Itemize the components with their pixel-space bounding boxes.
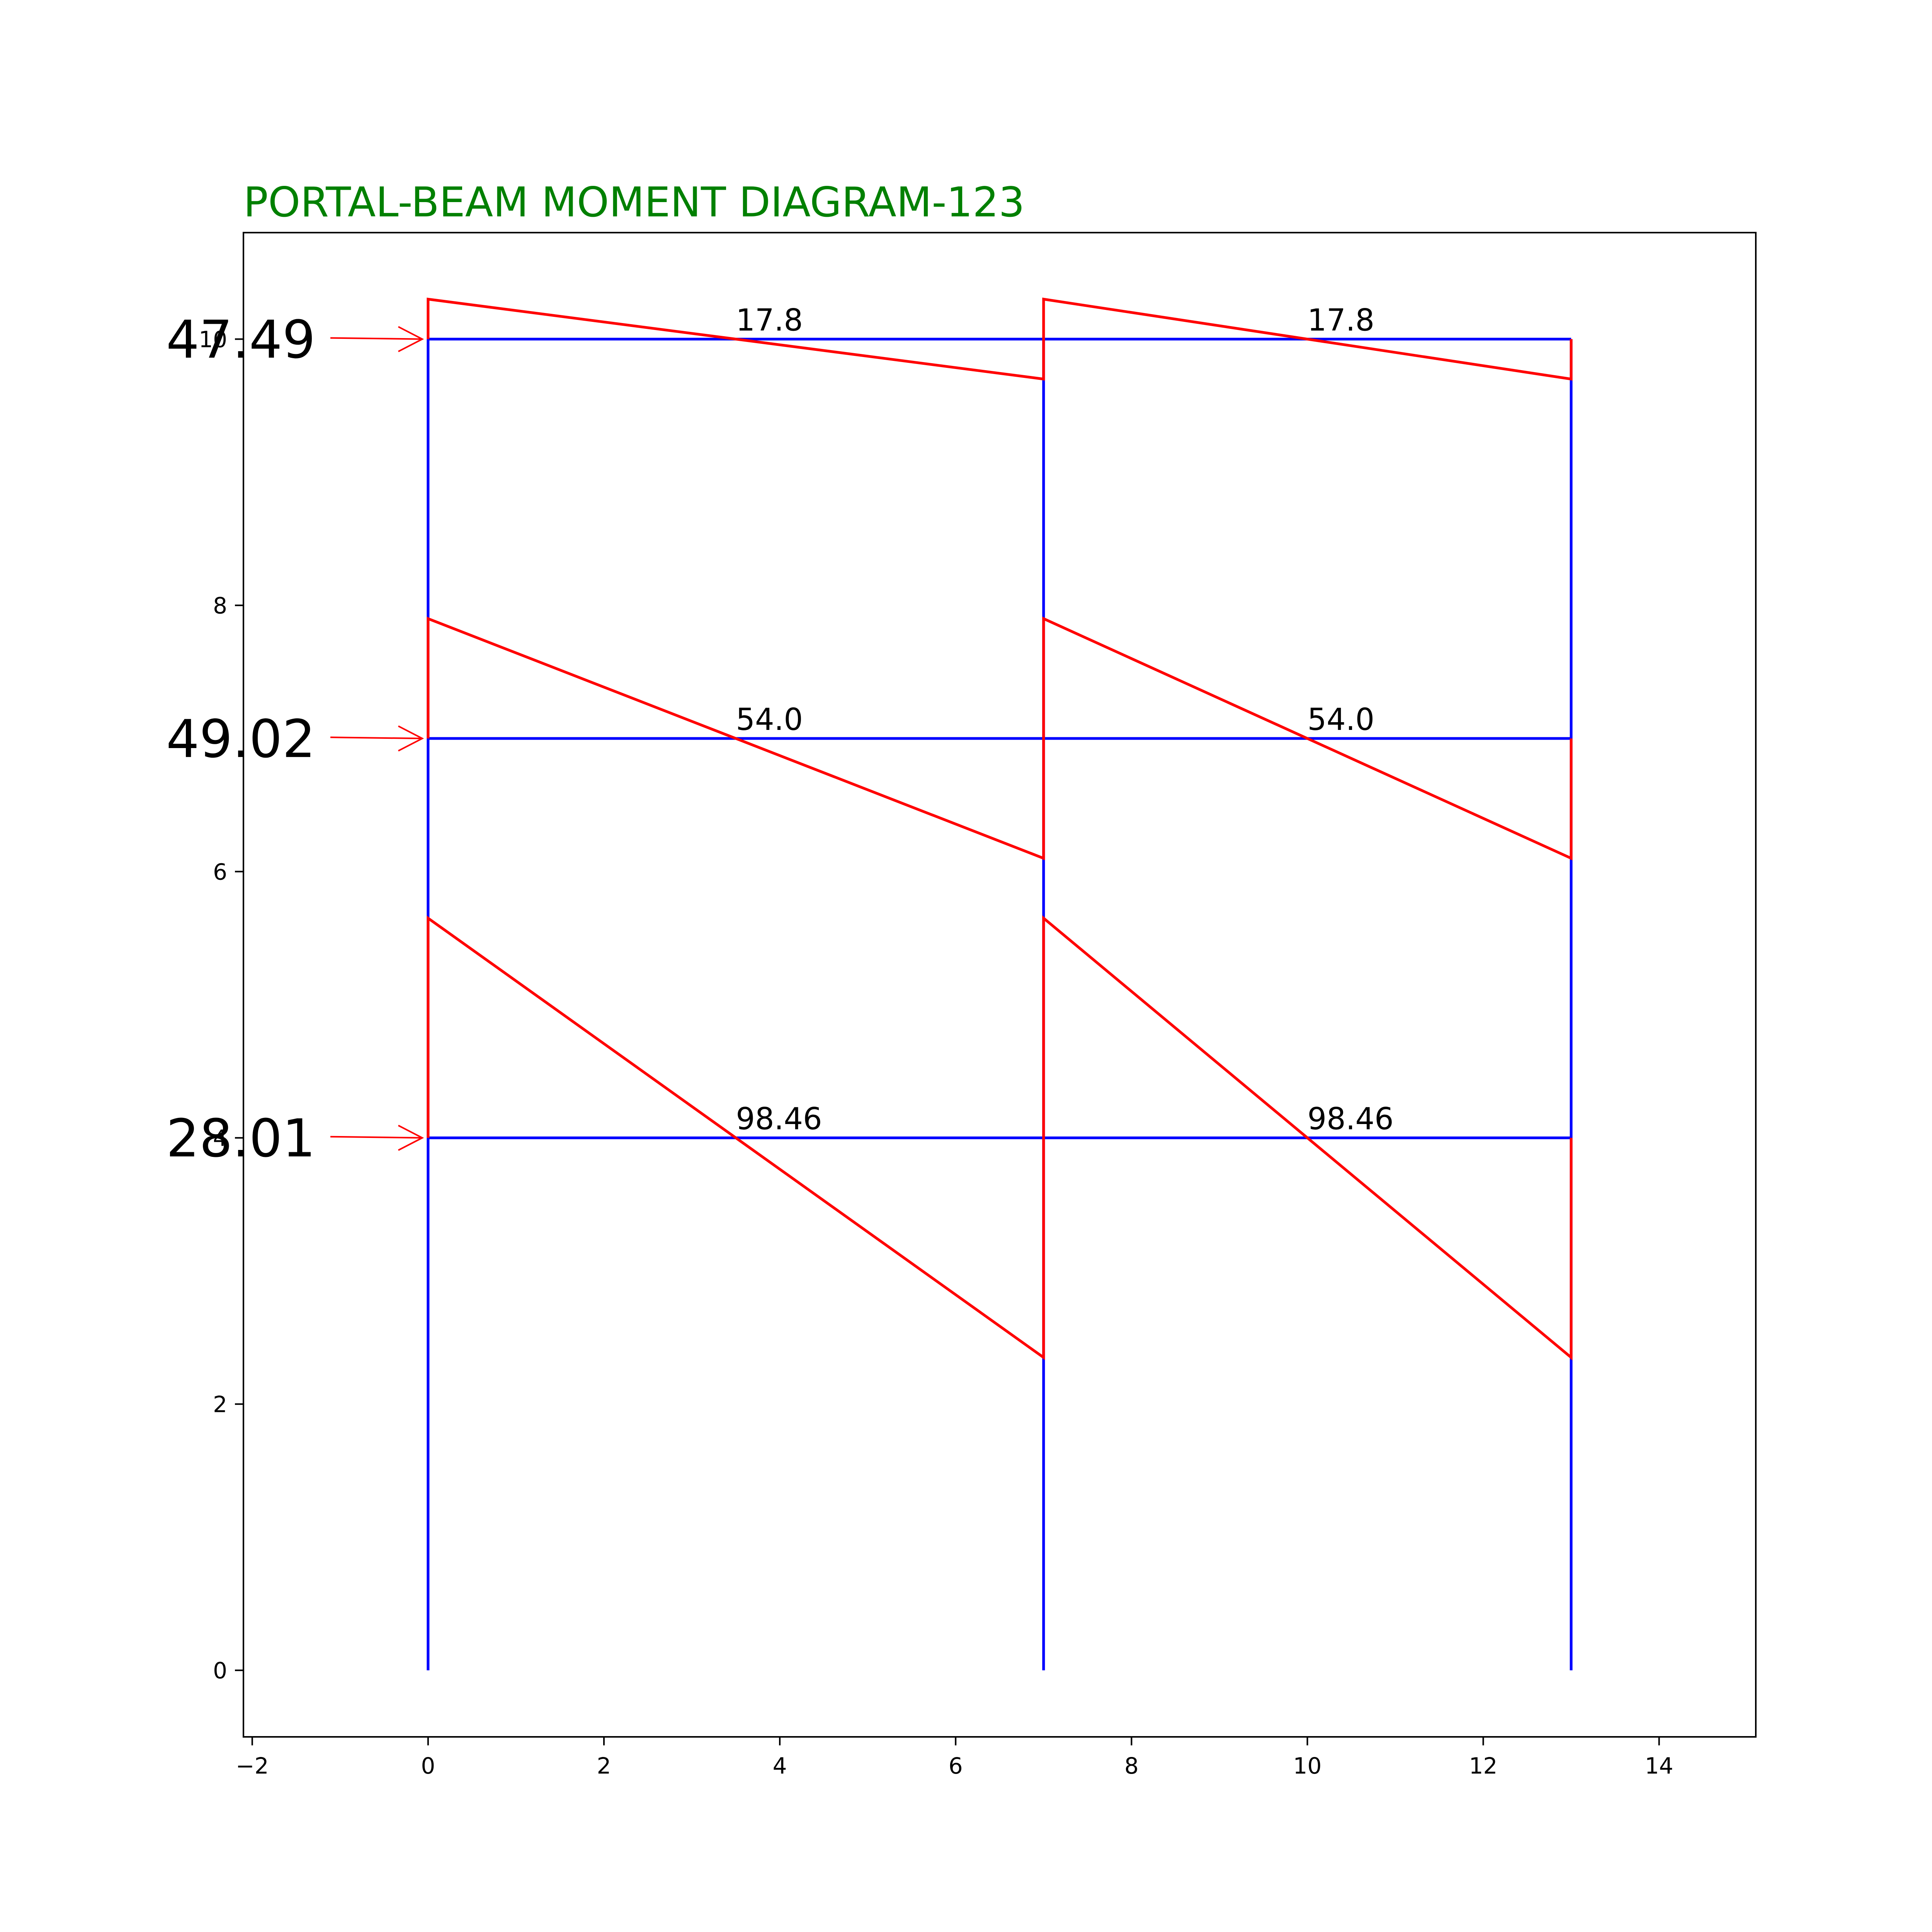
beam-moment-label: 17.8 bbox=[1307, 303, 1374, 338]
lateral-load-label: 49.02 bbox=[166, 709, 315, 769]
moment-curves bbox=[427, 298, 1573, 1361]
y-tick-label: 8 bbox=[213, 593, 227, 619]
x-tick-label: 8 bbox=[1124, 1753, 1139, 1779]
x-tick-label: 14 bbox=[1645, 1753, 1673, 1779]
y-tick-label: 10 bbox=[199, 327, 227, 353]
load-arrow-shaft bbox=[330, 736, 422, 740]
lateral-loads: 28.01 49.02 47.49 bbox=[166, 310, 424, 1169]
x-tick-label: 6 bbox=[949, 1753, 963, 1779]
x-tick-label: −2 bbox=[236, 1753, 269, 1779]
beam-moment-curve bbox=[427, 616, 1045, 861]
plot-area: −2 0 2 4 6 8 10 12 14 0 2 4 6 8 10 98.46 98.46 54.0 54.0… bbox=[199, 232, 1757, 1779]
beam-moment-curve bbox=[1042, 616, 1573, 861]
axes-frame bbox=[243, 232, 1757, 1738]
beam-moment-curve bbox=[1042, 915, 1573, 1361]
load-arrowhead bbox=[398, 1124, 424, 1151]
beam-moment-curve bbox=[1042, 298, 1573, 381]
beam-moment-label: 54.0 bbox=[736, 702, 803, 737]
beam-moment-label: 98.46 bbox=[1307, 1102, 1393, 1137]
x-tick-label: 10 bbox=[1293, 1753, 1322, 1779]
beam-moment-curve bbox=[427, 915, 1045, 1360]
x-tick-label: 0 bbox=[421, 1753, 435, 1779]
chart-title: PORTAL-BEAM MOMENT DIAGRAM-123 bbox=[243, 179, 1025, 226]
x-tick-label: 4 bbox=[773, 1753, 787, 1779]
beam-moment-labels: 98.46 98.46 54.0 54.0 17.8 17.8 bbox=[736, 303, 1393, 1137]
beam-moment-label: 17.8 bbox=[736, 303, 803, 338]
beam-moment-curve bbox=[427, 298, 1045, 381]
x-axis: −2 0 2 4 6 8 10 12 14 bbox=[236, 1737, 1673, 1779]
y-axis: 0 2 4 6 8 10 bbox=[199, 327, 243, 1684]
y-tick-label: 6 bbox=[213, 859, 227, 885]
y-tick-label: 4 bbox=[213, 1125, 227, 1151]
load-arrow-shaft bbox=[330, 337, 422, 340]
load-arrowhead bbox=[398, 725, 424, 752]
x-tick-label: 2 bbox=[597, 1753, 611, 1779]
load-arrowhead bbox=[398, 326, 424, 352]
lateral-load-label: 47.49 bbox=[166, 310, 315, 370]
lateral-load-label: 28.01 bbox=[166, 1108, 315, 1169]
beam-moment-label: 98.46 bbox=[736, 1102, 822, 1137]
y-tick-label: 0 bbox=[213, 1658, 227, 1684]
x-tick-label: 12 bbox=[1469, 1753, 1498, 1779]
y-tick-label: 2 bbox=[213, 1391, 227, 1418]
beam-moment-label: 54.0 bbox=[1307, 702, 1374, 737]
frame-members bbox=[427, 338, 1573, 1670]
load-arrow-shaft bbox=[330, 1136, 422, 1139]
